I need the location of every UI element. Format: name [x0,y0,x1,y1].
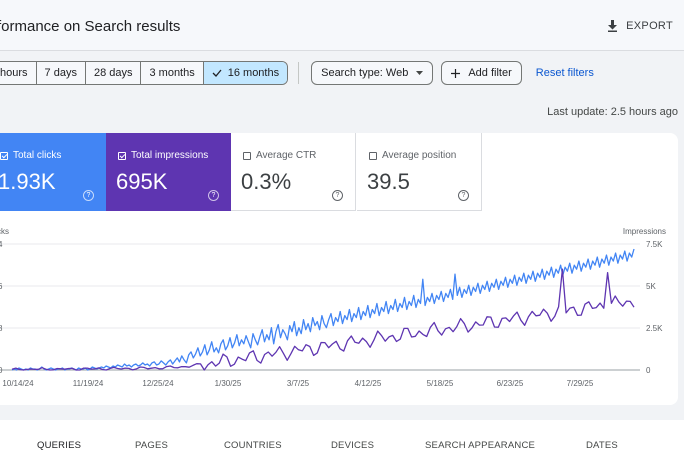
date-range-28-days[interactable]: 28 days [84,62,141,84]
clicks-series-line [11,248,635,371]
search-type-dropdown[interactable]: Search type: Web [311,61,434,85]
right-tick-label: 0 [646,366,651,375]
chart-series [11,248,635,371]
date-range-hours[interactable]: hours [0,67,28,79]
performance-card: Total clicks 1.93K ? Total impressions 6… [0,133,678,405]
right-axis-label: Impressions [623,227,666,236]
left-tick-label: 0 [0,366,3,375]
add-filter-button[interactable]: Add filter [441,61,522,85]
metric-average-ctr-value: 0.3% [241,169,292,194]
date-range-16-months-label: 16 months [227,67,280,79]
metric-average-ctr[interactable]: Average CTR 0.3% ? [231,133,356,211]
metric-total-clicks-label: Total clicks [13,150,62,161]
left-axis-label: cks [0,227,9,236]
x-tick-label: 10/14/24 [2,379,34,388]
left-tick-label: 6 [0,282,3,291]
page-header: rformance on Search results EXPORT [0,0,684,51]
right-tick-label: 2.5K [646,324,663,333]
x-tick-label: 3/7/25 [287,379,310,388]
help-icon[interactable]: ? [332,190,343,201]
caret-down-icon [416,71,424,75]
left-axis-ticks: 4 6 8 0 [0,240,3,375]
x-tick-label: 12/25/24 [142,379,174,388]
impressions-series-line [11,268,635,371]
date-range-7-days[interactable]: 7 days [35,62,85,84]
checkbox-unchecked-icon[interactable] [243,151,251,160]
left-tick-label: 8 [0,324,3,333]
metric-average-position-label: Average position [382,150,457,161]
reset-filters-link[interactable]: Reset filters [535,67,594,79]
metric-total-clicks-value: 1.93K [0,169,56,194]
x-tick-label: 4/12/25 [355,379,382,388]
right-tick-label: 7.5K [646,240,663,249]
checkmark-icon [212,69,222,77]
x-tick-label: 7/29/25 [567,379,594,388]
date-range-selector: hours 7 days 28 days 3 months 16 months [0,61,289,85]
add-filter-label: Add filter [468,67,512,79]
plus-icon [451,68,461,78]
search-type-label: Search type: Web [321,67,409,79]
tab-dates[interactable]: DATES [586,440,618,451]
checkbox-checked-icon[interactable] [118,151,126,160]
x-tick-label: 6/23/25 [497,379,524,388]
help-icon[interactable]: ? [208,190,219,201]
page-title: rformance on Search results [0,18,181,35]
x-tick-label: 1/30/25 [215,379,242,388]
x-tick-label: 11/19/24 [73,379,104,388]
right-axis-ticks: 7.5K 5K 2.5K 0 [646,240,663,375]
dimension-tabs: QUERIES PAGES COUNTRIES DEVICES SEARCH A… [0,420,684,456]
x-tick-label: 5/18/25 [427,379,454,388]
filter-divider [298,62,300,84]
tab-countries[interactable]: COUNTRIES [224,440,282,451]
download-icon [608,20,618,32]
metric-average-position[interactable]: Average position 39.5 ? [357,133,482,211]
export-label: EXPORT [626,20,673,32]
right-tick-label: 5K [646,282,656,291]
tab-search-appearance[interactable]: SEARCH APPEARANCE [425,440,536,451]
tab-devices[interactable]: DEVICES [331,440,375,451]
date-range-16-months[interactable]: 16 months [202,62,288,84]
metric-total-impressions[interactable]: Total impressions 695K ? [106,133,231,211]
help-icon[interactable]: ? [83,190,94,201]
metric-average-position-value: 39.5 [367,169,410,194]
metric-average-ctr-label: Average CTR [256,150,317,161]
checkbox-checked-icon[interactable] [0,151,8,160]
chart-grid [0,243,640,371]
help-icon[interactable]: ? [458,190,469,201]
metric-total-clicks[interactable]: Total clicks 1.93K ? [0,133,106,211]
checkbox-unchecked-icon[interactable] [369,151,377,160]
metric-total-clicks-header: Total clicks [0,150,61,161]
tab-pages[interactable]: PAGES [135,440,169,451]
metric-total-impressions-value: 695K [116,169,168,194]
performance-chart[interactable]: cks Impressions 4 6 8 0 7.5K 5K 2.5K 0 10/14/2… [0,211,678,405]
metric-average-ctr-header: Average CTR [243,150,316,161]
tab-queries[interactable]: QUERIES [37,440,82,451]
metric-total-impressions-label: Total impressions [131,150,209,161]
last-update-text: Last update: 2.5 hours ago [547,106,678,118]
filter-bar: hours 7 days 28 days 3 months 16 months … [0,61,594,85]
date-range-3-months[interactable]: 3 months [140,62,202,84]
left-tick-label: 4 [0,240,3,249]
export-button[interactable]: EXPORT [607,20,673,32]
metric-average-position-header: Average position [369,150,456,161]
metric-total-impressions-header: Total impressions [118,150,208,161]
x-axis-ticks: 10/14/24 11/19/24 12/25/24 1/30/25 3/7/25 4/1… [2,379,593,388]
